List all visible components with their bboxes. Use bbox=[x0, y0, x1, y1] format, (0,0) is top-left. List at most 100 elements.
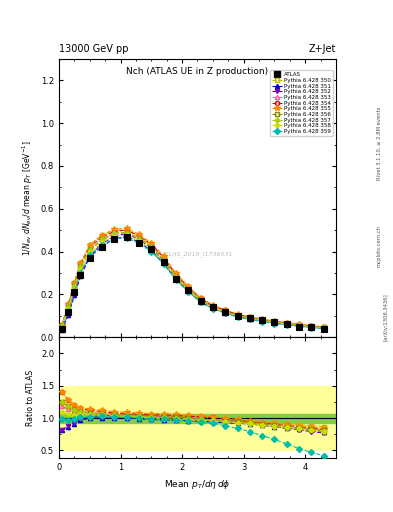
Pythia 6.428 353 bbox=[87, 247, 92, 253]
Pythia 6.428 354 bbox=[124, 227, 129, 233]
Pythia 6.428 350 bbox=[235, 312, 240, 318]
Pythia 6.428 356 bbox=[60, 323, 64, 329]
Line: Pythia 6.428 359: Pythia 6.428 359 bbox=[60, 236, 326, 331]
Pythia 6.428 351 bbox=[66, 312, 71, 318]
Pythia 6.428 358 bbox=[174, 275, 178, 282]
Pythia 6.428 359 bbox=[78, 269, 83, 275]
Pythia 6.428 354 bbox=[66, 302, 71, 308]
Pythia 6.428 350 bbox=[72, 280, 77, 286]
Pythia 6.428 353 bbox=[272, 319, 277, 325]
Pythia 6.428 359 bbox=[72, 289, 77, 295]
Pythia 6.428 351 bbox=[321, 325, 326, 331]
Pythia 6.428 351 bbox=[149, 247, 154, 253]
Pythia 6.428 359 bbox=[161, 261, 166, 267]
Pythia 6.428 350 bbox=[174, 272, 178, 278]
Pythia 6.428 359 bbox=[174, 277, 178, 283]
Pythia 6.428 351 bbox=[137, 239, 141, 245]
Pythia 6.428 358 bbox=[149, 246, 154, 252]
Pythia 6.428 350 bbox=[124, 227, 129, 233]
Pythia 6.428 350 bbox=[87, 242, 92, 248]
Pythia 6.428 354 bbox=[309, 323, 314, 329]
Line: Pythia 6.428 358: Pythia 6.428 358 bbox=[60, 233, 326, 330]
Pythia 6.428 350 bbox=[60, 323, 64, 329]
Pythia 6.428 350 bbox=[321, 324, 326, 330]
Pythia 6.428 353 bbox=[223, 308, 228, 314]
Pythia 6.428 355 bbox=[285, 319, 289, 326]
Pythia 6.428 358 bbox=[124, 232, 129, 239]
Pythia 6.428 354 bbox=[60, 322, 64, 328]
Line: Pythia 6.428 350: Pythia 6.428 350 bbox=[60, 228, 326, 329]
Pythia 6.428 352 bbox=[198, 298, 203, 304]
Pythia 6.428 353 bbox=[285, 321, 289, 327]
Pythia 6.428 359 bbox=[248, 316, 252, 323]
Pythia 6.428 353 bbox=[137, 235, 141, 241]
Pythia 6.428 356 bbox=[248, 315, 252, 321]
Pythia 6.428 359 bbox=[149, 248, 154, 254]
Line: Pythia 6.428 357: Pythia 6.428 357 bbox=[60, 230, 326, 329]
Pythia 6.428 354 bbox=[137, 233, 141, 239]
Pythia 6.428 350 bbox=[260, 316, 264, 323]
Pythia 6.428 352 bbox=[211, 305, 215, 311]
Pythia 6.428 358 bbox=[285, 321, 289, 327]
Pythia 6.428 358 bbox=[198, 298, 203, 304]
Pythia 6.428 358 bbox=[211, 305, 215, 311]
Pythia 6.428 352 bbox=[186, 287, 191, 293]
Pythia 6.428 357 bbox=[186, 286, 191, 292]
Pythia 6.428 355 bbox=[297, 321, 301, 327]
Pythia 6.428 359 bbox=[285, 322, 289, 328]
Pythia 6.428 354 bbox=[186, 284, 191, 290]
Line: Pythia 6.428 356: Pythia 6.428 356 bbox=[60, 230, 326, 329]
Pythia 6.428 355 bbox=[72, 280, 77, 286]
Pythia 6.428 352 bbox=[272, 319, 277, 326]
Pythia 6.428 355 bbox=[137, 231, 141, 238]
Pythia 6.428 352 bbox=[149, 245, 154, 251]
Pythia 6.428 351 bbox=[161, 260, 166, 266]
Pythia 6.428 359 bbox=[100, 242, 105, 248]
Pythia 6.428 358 bbox=[100, 239, 105, 245]
Pythia 6.428 352 bbox=[124, 231, 129, 237]
Pythia 6.428 358 bbox=[235, 313, 240, 319]
Pythia 6.428 356 bbox=[137, 236, 141, 242]
Pythia 6.428 358 bbox=[186, 287, 191, 293]
Pythia 6.428 350 bbox=[309, 323, 314, 329]
Pythia 6.428 351 bbox=[124, 233, 129, 240]
Pythia 6.428 351 bbox=[198, 299, 203, 305]
Pythia 6.428 357 bbox=[211, 304, 215, 310]
Pythia 6.428 356 bbox=[174, 273, 178, 280]
Pythia 6.428 359 bbox=[124, 235, 129, 241]
Pythia 6.428 352 bbox=[285, 321, 289, 327]
Pythia 6.428 356 bbox=[321, 324, 326, 330]
Pythia 6.428 357 bbox=[87, 247, 92, 253]
Pythia 6.428 352 bbox=[100, 241, 105, 247]
Pythia 6.428 355 bbox=[78, 260, 83, 266]
Pythia 6.428 355 bbox=[66, 302, 71, 308]
Pythia 6.428 357 bbox=[149, 244, 154, 250]
Pythia 6.428 352 bbox=[248, 315, 252, 322]
Pythia 6.428 350 bbox=[161, 255, 166, 261]
Pythia 6.428 354 bbox=[78, 261, 83, 267]
Pythia 6.428 350 bbox=[137, 233, 141, 240]
Pythia 6.428 355 bbox=[260, 316, 264, 322]
Pythia 6.428 357 bbox=[321, 324, 326, 330]
Pythia 6.428 359 bbox=[235, 314, 240, 320]
Pythia 6.428 350 bbox=[78, 260, 83, 266]
Pythia 6.428 354 bbox=[211, 303, 215, 309]
Pythia 6.428 357 bbox=[124, 230, 129, 236]
Pythia 6.428 355 bbox=[112, 226, 117, 232]
Text: Rivet 3.1.10, ≥ 2.8M events: Rivet 3.1.10, ≥ 2.8M events bbox=[377, 106, 382, 180]
Pythia 6.428 356 bbox=[72, 283, 77, 289]
Pythia 6.428 359 bbox=[60, 326, 64, 332]
Pythia 6.428 358 bbox=[272, 319, 277, 326]
Pythia 6.428 354 bbox=[297, 322, 301, 328]
Pythia 6.428 356 bbox=[78, 264, 83, 270]
Pythia 6.428 353 bbox=[100, 237, 105, 243]
Pythia 6.428 351 bbox=[211, 305, 215, 311]
X-axis label: Mean $p_T/d\eta\,d\phi$: Mean $p_T/d\eta\,d\phi$ bbox=[164, 478, 231, 490]
Pythia 6.428 359 bbox=[66, 308, 71, 314]
Pythia 6.428 358 bbox=[78, 266, 83, 272]
Pythia 6.428 350 bbox=[100, 232, 105, 239]
Pythia 6.428 352 bbox=[235, 313, 240, 319]
Pythia 6.428 352 bbox=[66, 311, 71, 317]
Text: [arXiv:1306.3436]: [arXiv:1306.3436] bbox=[383, 293, 387, 342]
Bar bbox=[59, 386, 336, 451]
